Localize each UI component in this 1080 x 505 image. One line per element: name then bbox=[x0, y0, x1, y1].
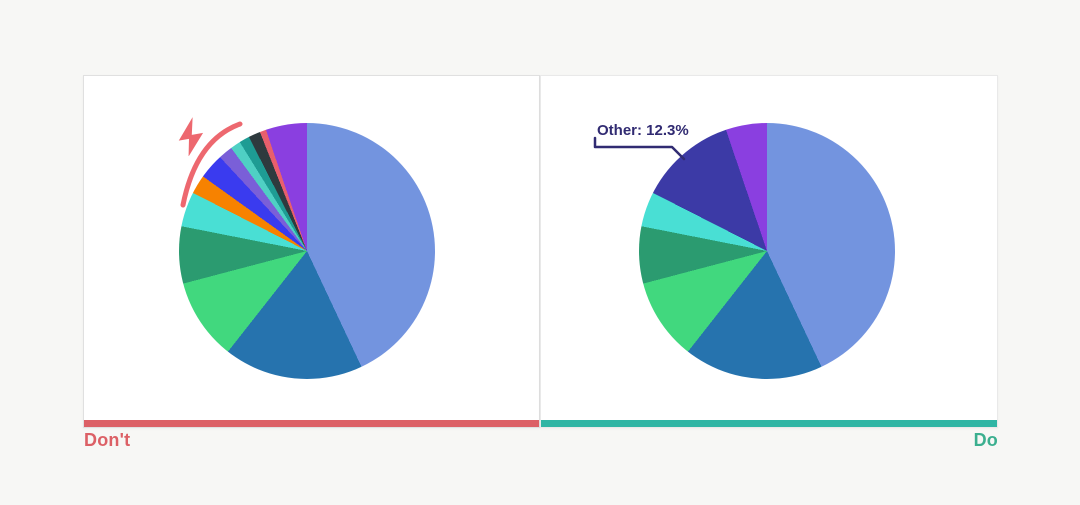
do-pie-chart bbox=[639, 123, 895, 379]
do-card: Other: 12.3% bbox=[540, 75, 998, 428]
highlight-arc-icon bbox=[180, 121, 243, 208]
dont-card bbox=[83, 75, 540, 428]
dont-label: Don't bbox=[84, 430, 131, 450]
do-accent-bar bbox=[541, 420, 997, 427]
dont-pie-chart bbox=[179, 123, 435, 379]
lightning-bolt-icon bbox=[178, 117, 204, 156]
dont-accent-bar bbox=[84, 420, 539, 427]
other-slice-callout-label: Other: 12.3% bbox=[597, 122, 689, 139]
callout-leader-line bbox=[593, 136, 686, 161]
do-label: Do bbox=[973, 430, 998, 450]
